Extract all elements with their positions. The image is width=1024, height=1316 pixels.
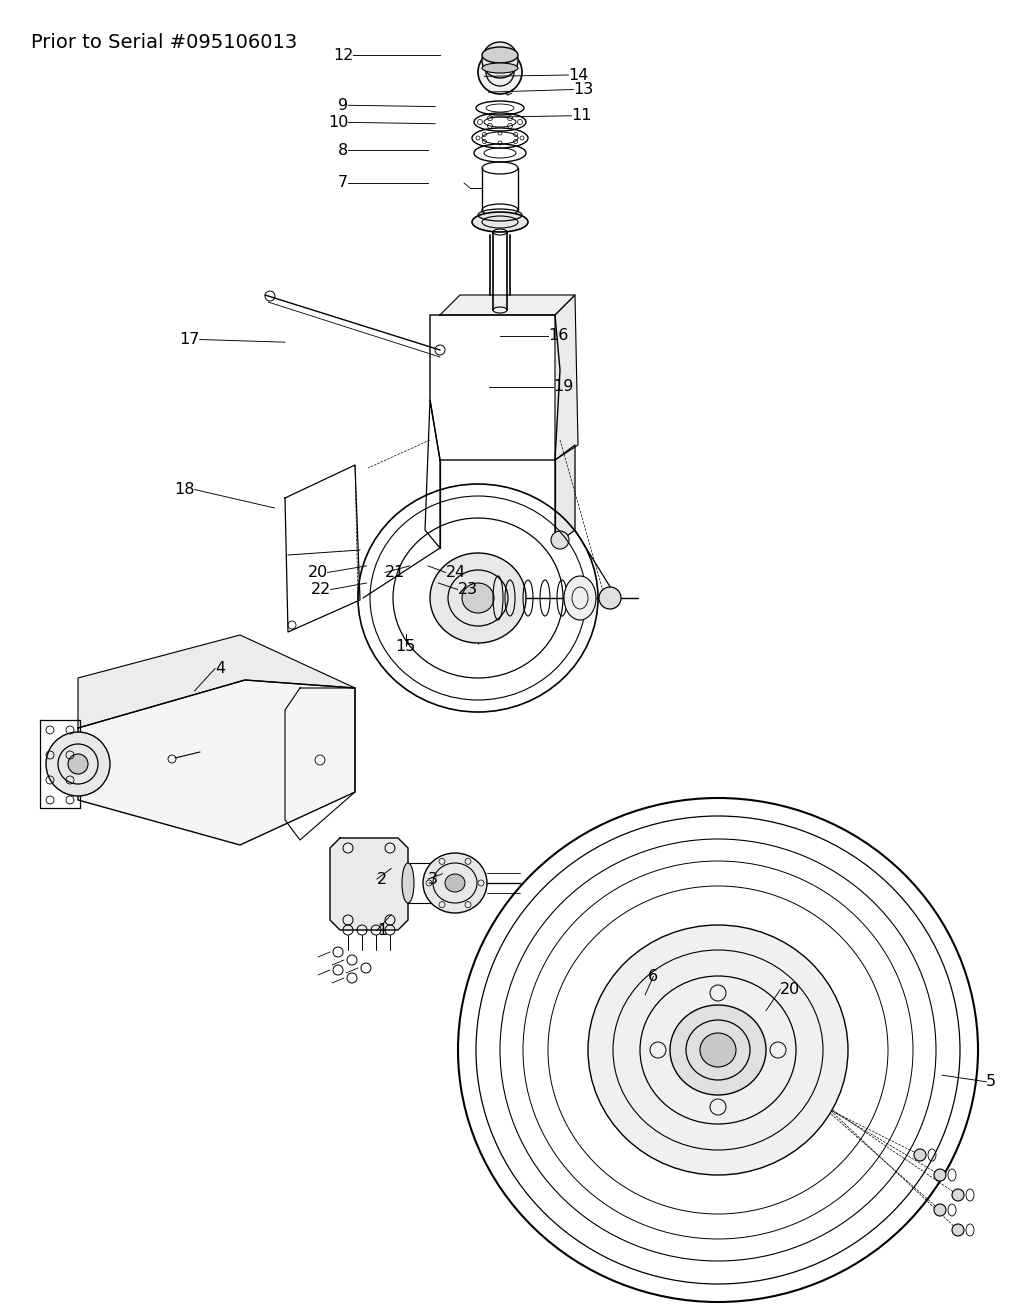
Ellipse shape bbox=[482, 47, 518, 63]
Text: 11: 11 bbox=[571, 108, 592, 124]
Text: 12: 12 bbox=[333, 47, 353, 63]
Text: 8: 8 bbox=[338, 142, 348, 158]
Ellipse shape bbox=[599, 587, 621, 609]
Ellipse shape bbox=[564, 576, 596, 620]
Text: 13: 13 bbox=[573, 82, 594, 97]
Text: 19: 19 bbox=[553, 379, 573, 395]
Ellipse shape bbox=[46, 732, 110, 796]
Text: 14: 14 bbox=[568, 67, 589, 83]
Polygon shape bbox=[440, 295, 575, 315]
Text: 3: 3 bbox=[428, 871, 438, 887]
Polygon shape bbox=[555, 295, 578, 461]
Ellipse shape bbox=[462, 583, 494, 613]
Text: 9: 9 bbox=[338, 97, 348, 113]
Text: 18: 18 bbox=[174, 482, 195, 497]
Text: 1: 1 bbox=[377, 923, 387, 938]
Text: 23: 23 bbox=[458, 582, 478, 597]
Text: 6: 6 bbox=[648, 969, 658, 984]
Text: 21: 21 bbox=[385, 565, 406, 580]
Ellipse shape bbox=[68, 754, 88, 774]
Text: 20: 20 bbox=[780, 982, 801, 998]
Text: 24: 24 bbox=[445, 565, 466, 580]
Text: 20: 20 bbox=[307, 565, 328, 580]
Ellipse shape bbox=[402, 863, 414, 903]
Ellipse shape bbox=[482, 63, 518, 72]
Ellipse shape bbox=[430, 553, 526, 644]
Ellipse shape bbox=[934, 1169, 946, 1180]
Ellipse shape bbox=[700, 1033, 736, 1067]
Ellipse shape bbox=[482, 42, 518, 78]
Text: 4: 4 bbox=[215, 661, 225, 676]
Ellipse shape bbox=[952, 1224, 964, 1236]
Ellipse shape bbox=[445, 874, 465, 892]
Ellipse shape bbox=[588, 925, 848, 1175]
Ellipse shape bbox=[423, 853, 487, 913]
Text: Prior to Serial #095106013: Prior to Serial #095106013 bbox=[31, 33, 297, 51]
Polygon shape bbox=[78, 680, 355, 845]
Text: 5: 5 bbox=[986, 1074, 996, 1090]
Ellipse shape bbox=[914, 1149, 926, 1161]
Text: 22: 22 bbox=[310, 582, 331, 597]
Polygon shape bbox=[555, 445, 575, 545]
Text: 2: 2 bbox=[377, 871, 387, 887]
Polygon shape bbox=[78, 636, 355, 728]
Ellipse shape bbox=[952, 1188, 964, 1202]
Ellipse shape bbox=[472, 212, 528, 232]
Text: 16: 16 bbox=[548, 328, 568, 343]
Text: 17: 17 bbox=[179, 332, 200, 347]
Text: 10: 10 bbox=[328, 114, 348, 130]
Ellipse shape bbox=[934, 1204, 946, 1216]
Ellipse shape bbox=[551, 530, 569, 549]
Polygon shape bbox=[330, 838, 408, 930]
Ellipse shape bbox=[478, 50, 522, 93]
Text: 7: 7 bbox=[338, 175, 348, 191]
Text: 15: 15 bbox=[395, 638, 416, 654]
Ellipse shape bbox=[670, 1005, 766, 1095]
